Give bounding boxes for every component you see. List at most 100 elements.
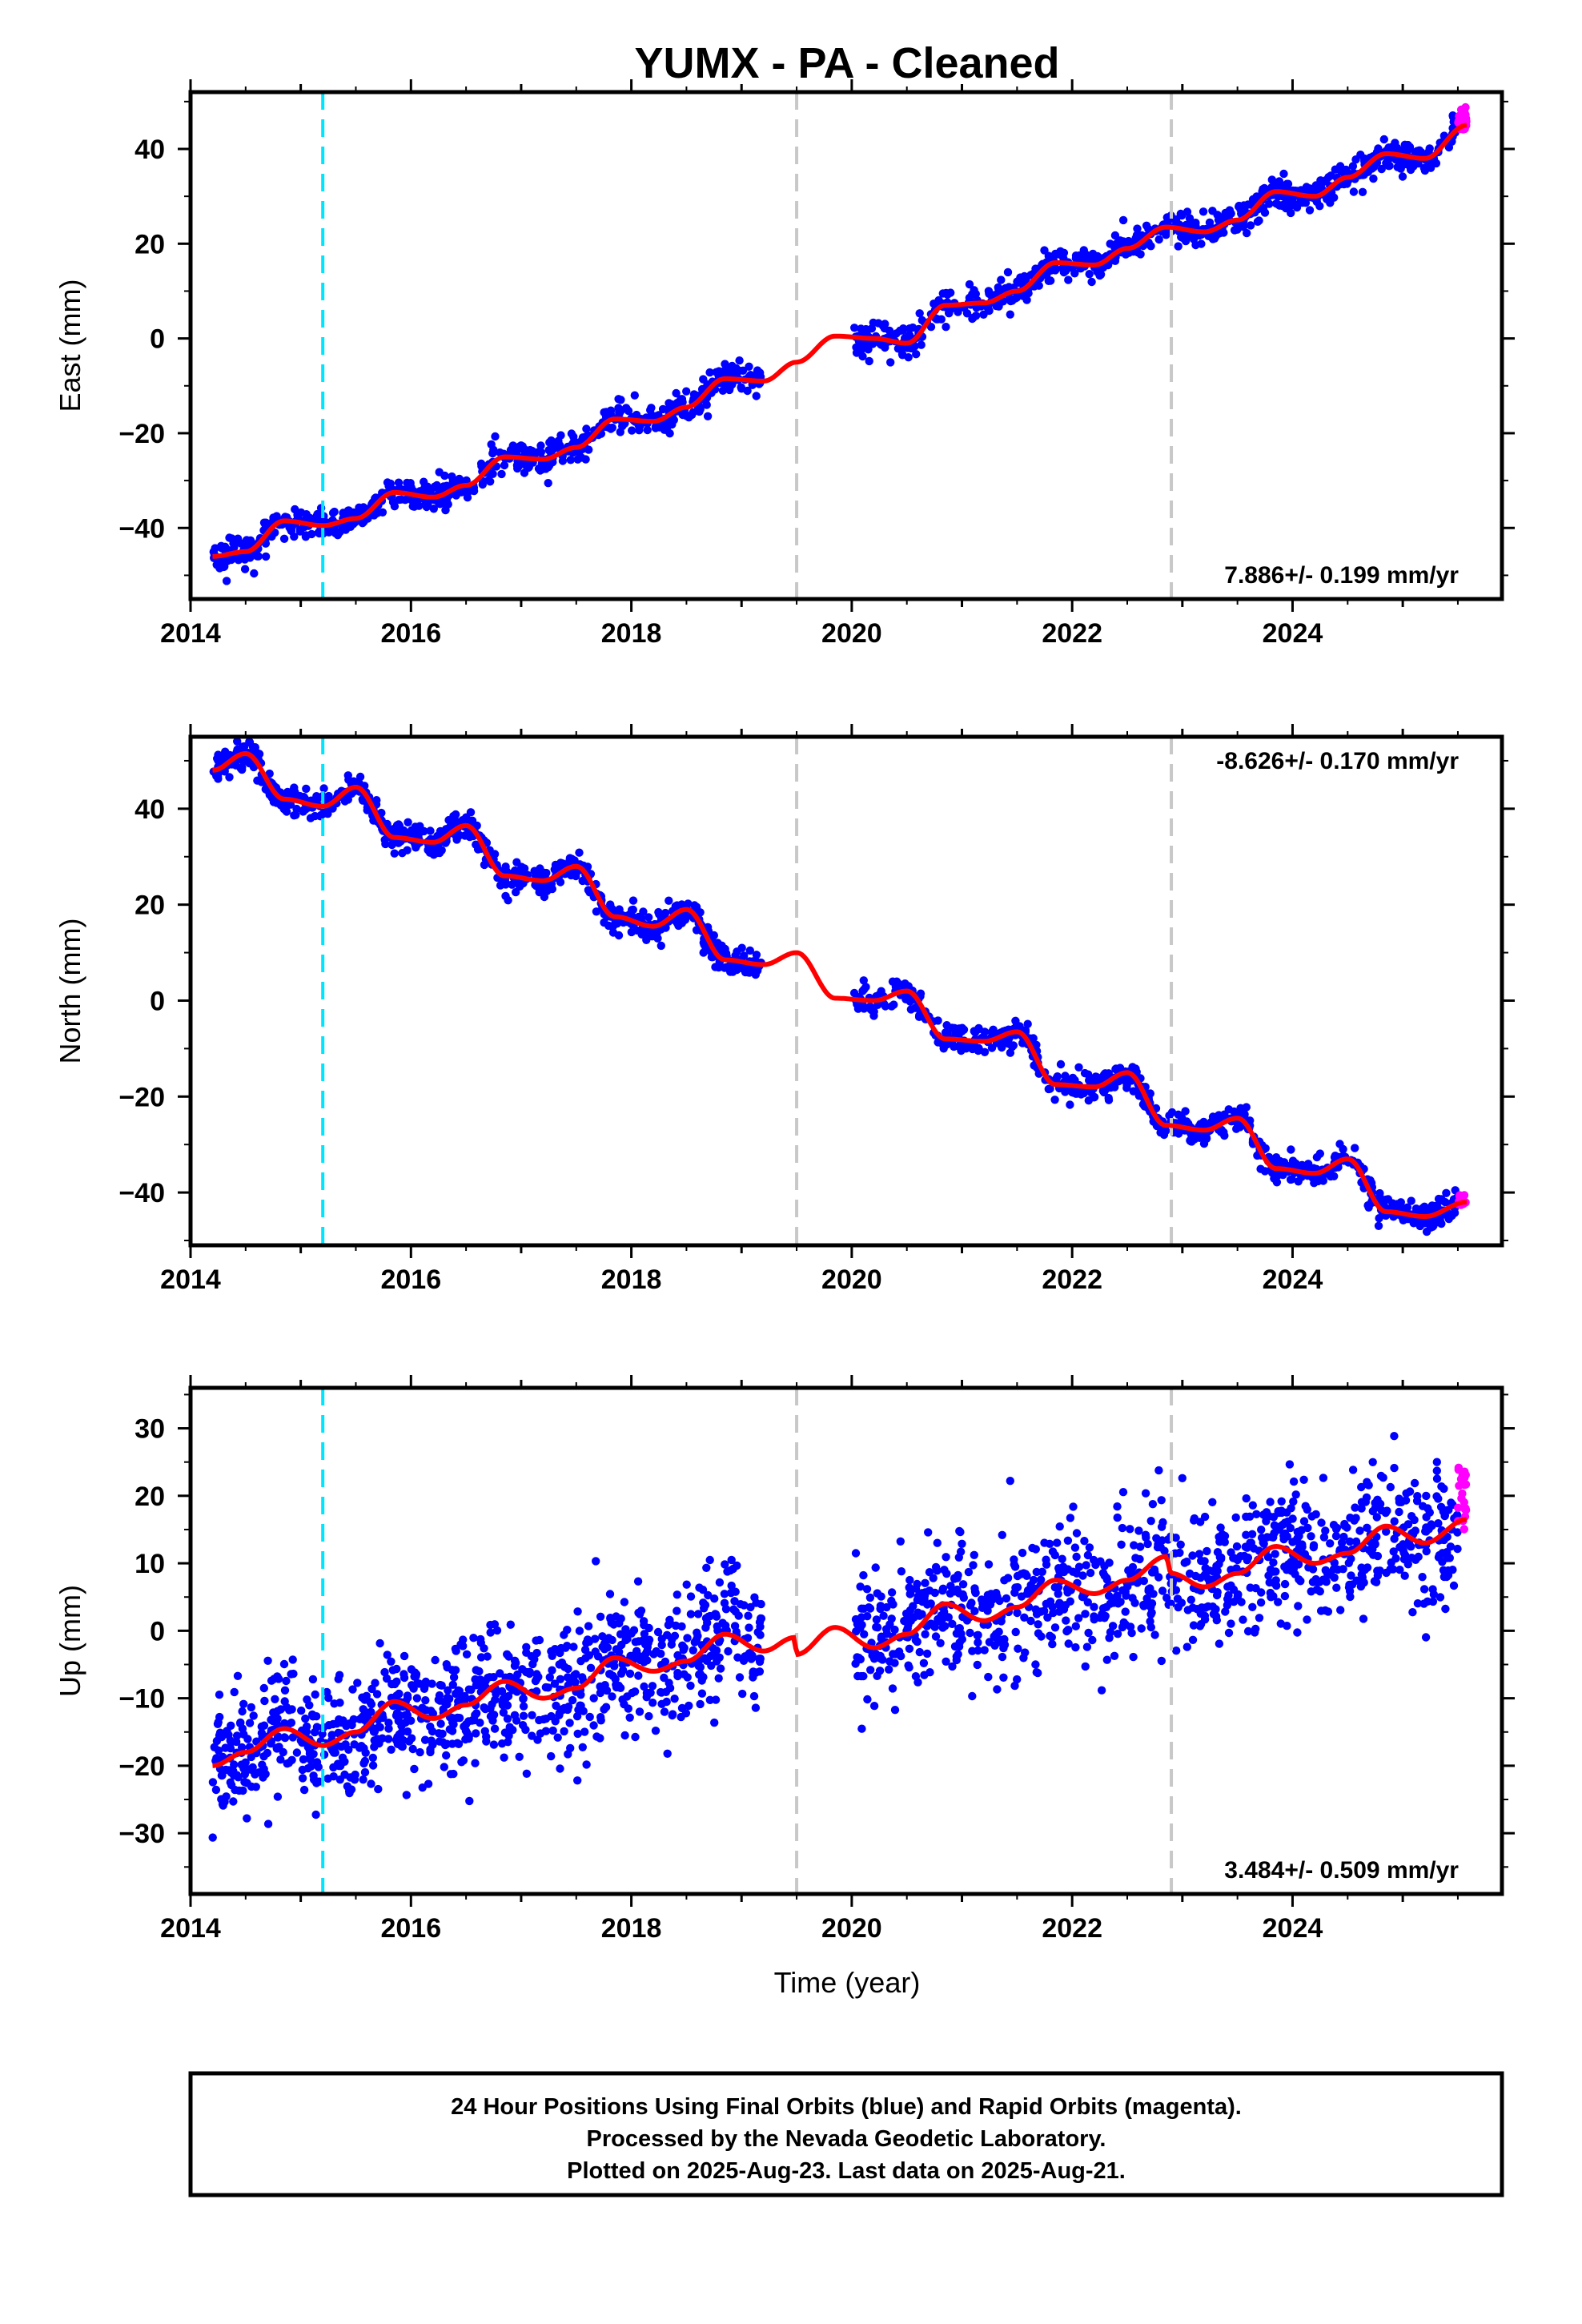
up-final-point [426,1745,435,1754]
up-final-point [624,1704,632,1713]
up-final-point [633,1577,643,1586]
up-final-point [1045,1539,1054,1549]
east-final-point [1342,165,1351,175]
north-final-point [934,1038,942,1047]
east-final-point [497,469,506,479]
north-final-point [1099,1088,1109,1097]
east-final-point [898,326,908,335]
up-final-point [897,1567,906,1576]
up-final-point [998,1652,1007,1662]
up-final-point [733,1561,741,1570]
north-final-point [941,1028,950,1037]
up-final-point [222,1792,231,1801]
up-final-point [574,1705,583,1715]
up-final-point [249,1711,258,1720]
up-final-point [1453,1544,1462,1554]
up-final-point [292,1748,302,1757]
up-final-point [1061,1601,1070,1610]
up-final-point [208,1778,218,1787]
up-final-point [368,1761,378,1770]
north-final-point [315,812,325,821]
up-final-point [1248,1602,1257,1612]
east-final-point [520,468,529,477]
east-plot-area [209,92,1471,599]
up-final-point [318,1730,327,1739]
up-final-point [890,1625,899,1634]
north-final-point [1182,1117,1191,1126]
north-final-point [1215,1113,1224,1122]
up-final-point [1221,1607,1230,1616]
up-final-point [1083,1550,1093,1560]
up-final-point [1255,1614,1264,1622]
up-final-point [1166,1599,1175,1608]
up-final-point [1373,1571,1383,1580]
east-final-point [1281,203,1291,213]
up-final-point [634,1671,643,1680]
north-final-point [1181,1107,1190,1116]
up-final-point [689,1646,697,1655]
up-final-point [1014,1644,1022,1653]
north-final-point [214,756,223,765]
up-final-point [412,1671,420,1681]
up-final-point [1289,1477,1299,1486]
north-final-point [1014,1022,1022,1031]
up-final-point [576,1657,585,1666]
east-final-point [478,480,487,489]
up-final-point [1118,1488,1128,1497]
up-final-point [1248,1501,1258,1510]
up-final-point [851,1614,861,1624]
up-final-point [1382,1527,1391,1536]
up-final-point [1441,1604,1450,1614]
up-final-point [490,1620,500,1629]
up-final-point [1162,1594,1171,1602]
up-final-point [563,1626,572,1634]
east-final-point [745,362,753,371]
up-final-point [743,1634,753,1642]
up-final-point [232,1731,242,1740]
up-final-point [993,1685,1002,1694]
east-final-point [1398,172,1407,181]
north-final-point [501,880,510,889]
up-final-point [1172,1647,1181,1655]
up-final-point [288,1733,297,1742]
up-final-point [1090,1602,1098,1611]
up-final-point [530,1655,539,1664]
north-final-point [752,951,761,959]
up-final-point [1203,1546,1211,1556]
east-final-point [1154,235,1163,244]
east-final-point [582,424,591,433]
east-final-point [476,459,486,468]
east-rate-label: 7.886+/- 0.199 mm/yr [1224,562,1459,589]
east-final-point [735,356,744,365]
north-panel: 2014 2016 2018 2020 2022 2024−40−2002040North… [54,724,1515,1295]
north-final-point [1437,1195,1446,1204]
up-final-point [555,1708,564,1718]
east-final-point [1331,165,1340,174]
up-final-point [909,1602,917,1610]
north-final-point [404,818,412,826]
up-final-point [1050,1623,1060,1632]
north-final-point [1287,1145,1295,1154]
east-final-point [1279,169,1288,179]
north-final-point [1104,1096,1114,1104]
up-final-point [1265,1578,1274,1587]
east-final-point [1413,147,1422,155]
up-final-point [929,1574,938,1582]
north-final-point [1131,1064,1140,1073]
up-final-point [585,1712,594,1722]
north-final-point [1442,1188,1451,1198]
east-model-curve [212,123,1468,559]
up-final-point [711,1610,720,1618]
up-final-point [506,1620,515,1629]
east-final-point [291,505,299,514]
east-y-tick-label: 40 [135,135,165,165]
up-final-point [1408,1608,1417,1617]
up-final-point [913,1678,922,1687]
up-final-point [1243,1553,1253,1562]
north-final-point [608,923,617,931]
up-final-point [451,1666,460,1675]
up-final-point [598,1632,607,1641]
up-final-point [890,1659,899,1667]
up-final-point [409,1684,418,1693]
east-final-point [965,293,974,303]
